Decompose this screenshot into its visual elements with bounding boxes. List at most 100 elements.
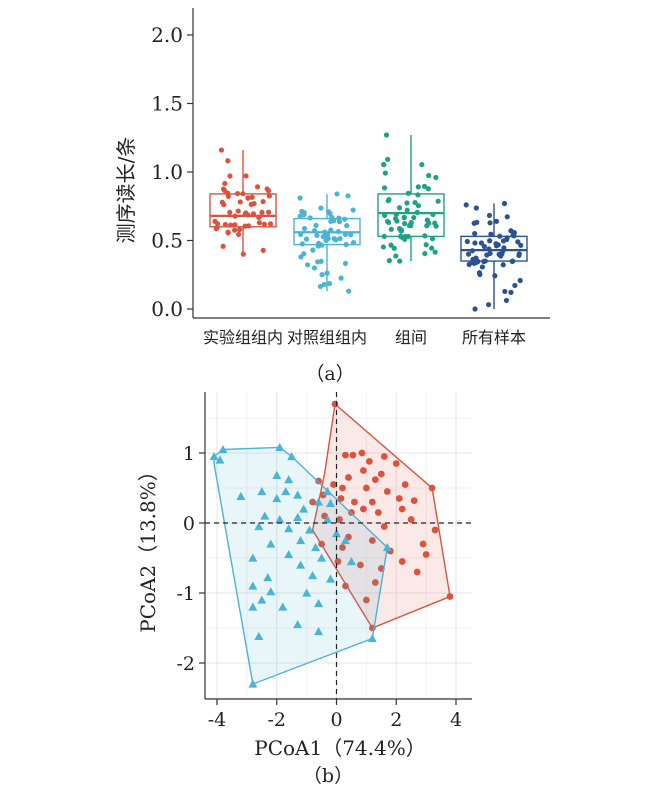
data-point	[487, 238, 493, 244]
data-point	[393, 253, 399, 259]
data-point	[234, 190, 241, 197]
y-tick-label: 0.0	[151, 297, 183, 321]
data-point	[296, 560, 306, 569]
data-point	[250, 211, 257, 217]
data-point	[381, 233, 387, 239]
data-point	[472, 240, 478, 246]
data-point	[343, 241, 349, 248]
data-point	[284, 475, 294, 484]
data-point	[394, 218, 400, 224]
data-point	[220, 243, 226, 249]
data-point	[305, 525, 315, 534]
data-point	[484, 252, 490, 258]
data-point	[254, 631, 264, 640]
data-point	[237, 199, 243, 205]
data-point	[315, 477, 322, 485]
data-point	[284, 524, 294, 533]
data-point	[242, 211, 248, 217]
data-point	[218, 147, 225, 153]
data-point	[365, 458, 373, 465]
data-point	[222, 180, 228, 187]
data-point	[248, 581, 258, 590]
panel-label-b: （b）	[303, 765, 353, 787]
data-point	[510, 232, 516, 238]
data-point	[266, 587, 276, 596]
data-point	[249, 194, 255, 200]
data-point	[422, 551, 430, 558]
y-tick-label: 0	[183, 513, 195, 535]
data-point	[501, 200, 508, 207]
data-point	[481, 243, 487, 250]
data-point	[386, 219, 392, 226]
data-point	[493, 218, 500, 224]
data-point	[433, 174, 439, 181]
data-point	[463, 202, 469, 208]
data-point	[473, 205, 479, 211]
data-point	[266, 193, 272, 199]
data-point	[383, 488, 391, 495]
pcoa-ticks: -4 -2 0 2 4 -2 -1 0 1	[176, 443, 462, 731]
data-point	[227, 209, 233, 215]
data-point	[339, 544, 346, 551]
data-point	[348, 232, 354, 238]
data-point	[318, 205, 324, 211]
category-label: 对照组组内	[287, 328, 367, 347]
box-group	[460, 200, 528, 312]
y-tick-label: 1	[183, 443, 195, 465]
data-point	[337, 495, 345, 502]
data-point	[287, 452, 297, 461]
data-point	[257, 595, 267, 604]
pcoa-x-axis-title: PCoA1（74.4%）	[254, 736, 426, 760]
data-point	[332, 529, 341, 538]
data-point	[323, 487, 333, 496]
data-point	[380, 244, 386, 250]
data-point	[301, 251, 307, 257]
data-point	[284, 550, 294, 559]
data-point	[415, 184, 421, 190]
data-point	[214, 224, 220, 231]
data-point	[215, 455, 225, 464]
data-point	[430, 211, 436, 218]
data-point	[388, 242, 394, 248]
data-point	[382, 543, 392, 552]
data-point	[429, 236, 436, 242]
data-point	[345, 474, 352, 481]
box-group	[377, 132, 445, 264]
data-point	[278, 602, 288, 611]
series-group	[209, 442, 392, 688]
data-point	[396, 226, 403, 232]
data-point	[240, 251, 246, 257]
data-point	[432, 249, 438, 255]
data-point	[235, 231, 242, 238]
data-point	[335, 229, 341, 235]
data-point	[470, 259, 476, 266]
data-point	[311, 543, 321, 552]
data-point	[465, 251, 472, 257]
category-label: 实验组组内	[203, 328, 283, 347]
data-point	[246, 223, 252, 229]
data-point	[338, 275, 344, 281]
data-point	[478, 240, 485, 246]
data-point	[245, 195, 251, 201]
data-point	[312, 228, 318, 234]
data-point	[317, 283, 323, 290]
data-point	[209, 452, 219, 461]
data-point	[392, 460, 400, 467]
data-point	[512, 282, 518, 289]
data-point	[272, 494, 282, 503]
data-point	[474, 219, 480, 225]
data-point	[385, 198, 391, 204]
data-point	[296, 536, 306, 545]
data-point	[243, 173, 249, 179]
data-point	[329, 214, 335, 221]
data-point	[314, 497, 324, 506]
data-point	[357, 561, 364, 569]
data-point	[367, 634, 377, 643]
data-point	[399, 234, 405, 241]
data-point	[293, 490, 303, 499]
data-point	[260, 247, 266, 253]
x-tick-label: -2	[267, 709, 286, 731]
data-point	[425, 186, 431, 192]
data-point	[362, 596, 370, 604]
